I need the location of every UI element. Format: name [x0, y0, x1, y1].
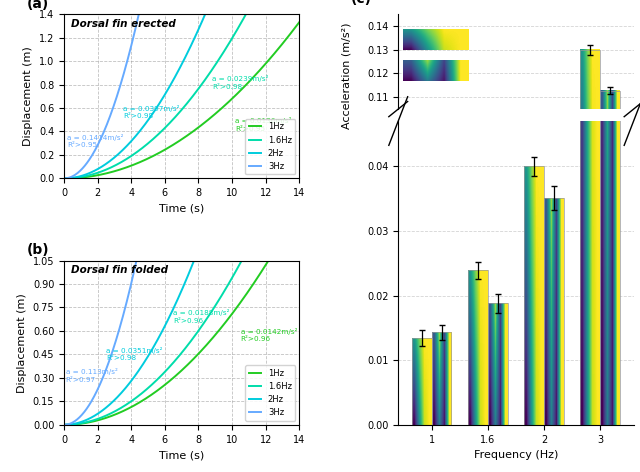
Legend: 1Hz, 1.6Hz, 2Hz, 3Hz: 1Hz, 1.6Hz, 2Hz, 3Hz	[245, 119, 295, 174]
Y-axis label: Acceleration (m/s²): Acceleration (m/s²)	[341, 22, 351, 129]
Text: (b): (b)	[26, 243, 49, 257]
Bar	[412, 338, 432, 425]
Text: a = 0.0239m/s²
R²>0.98: a = 0.0239m/s² R²>0.98	[212, 75, 268, 90]
Text: a = 0.0351m/s²
R²>0.98: a = 0.0351m/s² R²>0.98	[106, 346, 163, 361]
X-axis label: Time (s): Time (s)	[159, 204, 204, 214]
Bar	[544, 275, 564, 358]
Text: a = 0.1414m/s²
R²>0.95: a = 0.1414m/s² R²>0.95	[67, 134, 124, 148]
X-axis label: Frequency (Hz): Frequency (Hz)	[474, 450, 558, 460]
Bar	[600, 91, 620, 358]
Bar	[544, 198, 564, 425]
Bar	[468, 270, 488, 425]
Text: a = 0.0397m/s²
R²>0.98: a = 0.0397m/s² R²>0.98	[123, 104, 179, 119]
Y-axis label: Displacement (m): Displacement (m)	[23, 46, 33, 146]
Y-axis label: Displacement (m): Displacement (m)	[17, 293, 27, 393]
Text: Dorsal fin erected: Dorsal fin erected	[71, 19, 176, 29]
Bar	[468, 302, 488, 358]
Text: a = 0.0136m/s²
R²>0.95: a = 0.0136m/s² R²>0.95	[236, 118, 292, 132]
Text: (a): (a)	[26, 0, 49, 10]
Legend: 1Hz, 1.6Hz, 2Hz, 3Hz: 1Hz, 1.6Hz, 2Hz, 3Hz	[245, 365, 295, 421]
Bar	[580, 50, 600, 358]
Bar	[432, 324, 451, 358]
Bar	[580, 0, 600, 425]
X-axis label: Time (s): Time (s)	[159, 450, 204, 460]
Text: a = 0.113m/s²
R²>0.97: a = 0.113m/s² R²>0.97	[66, 369, 118, 383]
Text: a = 0.0142m/s²
R²>0.96: a = 0.0142m/s² R²>0.96	[241, 328, 297, 342]
Bar	[432, 332, 451, 425]
Bar	[412, 327, 432, 358]
Bar	[524, 263, 544, 358]
Bar	[524, 166, 544, 425]
Text: Dorsal fin folded: Dorsal fin folded	[71, 265, 168, 276]
Bar	[488, 303, 508, 425]
Bar	[600, 0, 620, 425]
Text: (c): (c)	[351, 0, 372, 6]
Text: a = 0.0188m/s²
R²>0.96: a = 0.0188m/s² R²>0.96	[173, 309, 230, 323]
Bar	[488, 314, 508, 358]
